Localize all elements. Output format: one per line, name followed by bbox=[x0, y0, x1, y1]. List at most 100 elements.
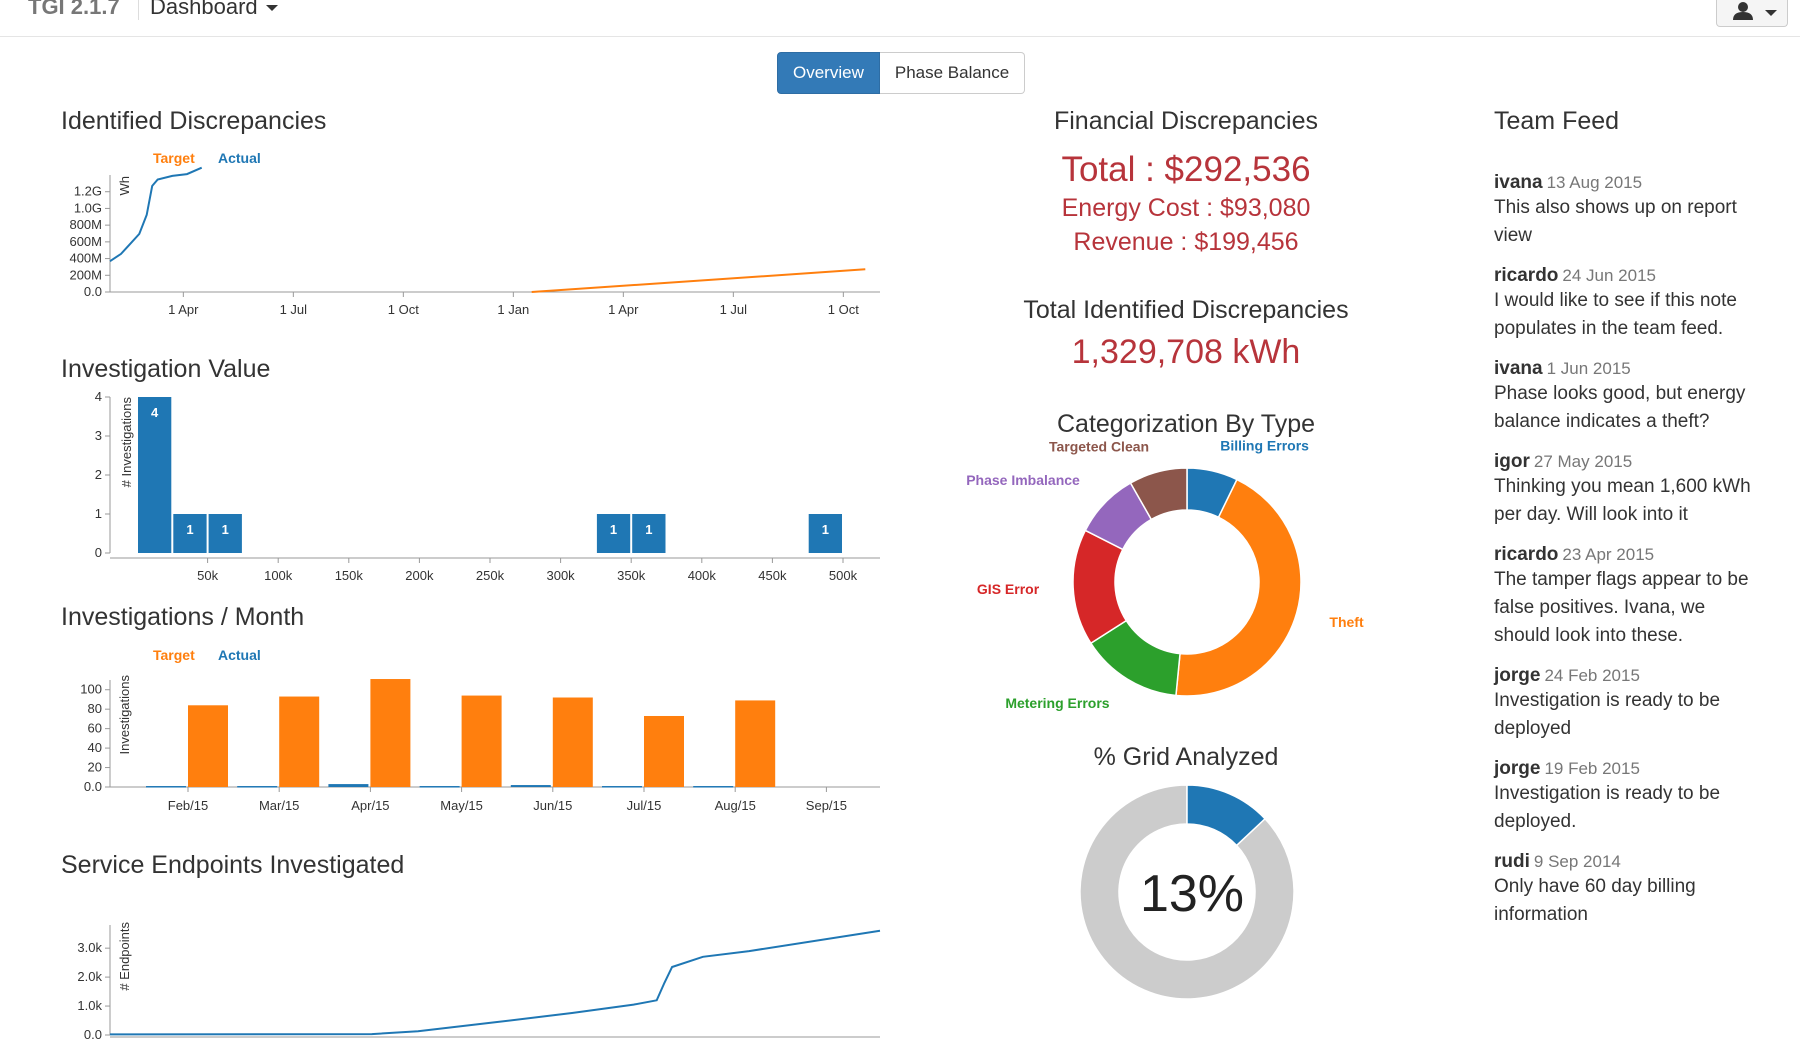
legend-item: Actual bbox=[218, 647, 261, 663]
y-tick-label: 1 bbox=[95, 506, 102, 521]
legend-item: Actual bbox=[218, 150, 261, 166]
feed-user-link[interactable]: rudi bbox=[1494, 851, 1530, 872]
y-tick-label: 200M bbox=[69, 267, 102, 282]
histogram-bar bbox=[808, 514, 842, 553]
actual-bar bbox=[419, 786, 460, 788]
feed-user-link[interactable]: ivana bbox=[1494, 172, 1543, 193]
feed-user-link[interactable]: ricardo bbox=[1494, 265, 1559, 286]
x-tick-label: 200k bbox=[405, 568, 434, 583]
bar-value-label: 1 bbox=[645, 522, 652, 537]
y-axis-label: # Investigations bbox=[119, 397, 134, 488]
investigations-per-month-chart: 0.0 20 40 60 80 100 Investigations Target Actual… bbox=[80, 647, 880, 813]
y-tick-label: 3.0k bbox=[77, 940, 102, 955]
donut-slice bbox=[1129, 467, 1188, 521]
series-line-actual bbox=[109, 166, 203, 263]
financial-total: Total : $292,536 bbox=[1061, 150, 1311, 189]
y-tick-label: 800M bbox=[69, 217, 102, 232]
x-tick-label: 1 Jul bbox=[280, 302, 308, 317]
app-brand[interactable]: TGI 2.1.7 bbox=[28, 0, 120, 19]
feed-item-header: jorge 19 Feb 2015 bbox=[1494, 758, 1764, 780]
financial-energy-cost: Energy Cost : $93,080 bbox=[1061, 194, 1311, 222]
caret-down-icon bbox=[265, 5, 278, 12]
donut-slice-label: Targeted Clean bbox=[1049, 438, 1149, 454]
service-endpoints-chart: 0.0 1.0k 2.0k 3.0k # Endpoints bbox=[77, 922, 881, 1042]
feed-message: Investigation is ready to be deployed. bbox=[1494, 783, 1721, 832]
x-tick-label: May/15 bbox=[440, 798, 483, 813]
feed-date: 13 Aug 2015 bbox=[1546, 173, 1643, 192]
financial-discrepancies-title: Financial Discrepancies bbox=[1053, 107, 1318, 135]
x-tick-label: 350k bbox=[617, 568, 646, 583]
feed-item: ivana 1 Jun 2015 Phase looks good, but ene… bbox=[1494, 358, 1764, 436]
feed-user-link[interactable]: jorge bbox=[1494, 758, 1541, 779]
total-identified-title: Total Identified Discrepancies bbox=[1023, 296, 1349, 324]
feed-item: jorge 19 Feb 2015 Investigation is ready t… bbox=[1494, 758, 1764, 836]
feed-item: jorge 24 Feb 2015 Investigation is ready t… bbox=[1494, 665, 1764, 743]
tab-overview[interactable]: Overview bbox=[777, 52, 880, 94]
x-tick-label: Jun/15 bbox=[533, 798, 572, 813]
y-tick-label: 0.0 bbox=[84, 284, 102, 299]
investigations-per-month-title: Investigations / Month bbox=[61, 603, 305, 631]
feed-message: Only have 60 day billing information bbox=[1494, 876, 1696, 925]
caret-down-icon bbox=[1765, 10, 1777, 16]
y-tick-label: 100 bbox=[80, 682, 102, 697]
grid-analyzed-title: % Grid Analyzed bbox=[1093, 743, 1279, 771]
donut-slice bbox=[1175, 478, 1302, 697]
investigation-value-title: Investigation Value bbox=[61, 355, 271, 383]
donut-analyzed-slice bbox=[1186, 784, 1267, 847]
service-endpoints-title: Service Endpoints Investigated bbox=[61, 851, 405, 879]
x-tick-label: 400k bbox=[688, 568, 717, 583]
donut-remaining-slice bbox=[1079, 784, 1295, 1000]
x-tick-label: 1 Oct bbox=[828, 302, 859, 317]
y-tick-label: 2 bbox=[95, 467, 102, 482]
feed-item-header: ricardo 24 Jun 2015 bbox=[1494, 265, 1764, 287]
categorization-title: Categorization By Type bbox=[1056, 410, 1316, 438]
x-tick-label: 1 Oct bbox=[388, 302, 419, 317]
feed-item: ricardo 23 Apr 2015 The tamper flags appea… bbox=[1494, 544, 1764, 650]
feed-item-header: rudi 9 Sep 2014 bbox=[1494, 851, 1764, 873]
x-tick-label: 150k bbox=[335, 568, 364, 583]
feed-message: Phase looks good, but energy balance ind… bbox=[1494, 383, 1746, 432]
y-tick-label: 1.0G bbox=[74, 200, 102, 215]
user-menu-button[interactable] bbox=[1716, 0, 1788, 27]
y-tick-label: 60 bbox=[88, 721, 102, 736]
tab-phase-balance[interactable]: Phase Balance bbox=[879, 52, 1026, 94]
y-tick-label: 0.0 bbox=[84, 1027, 102, 1042]
feed-date: 24 Feb 2015 bbox=[1544, 666, 1640, 685]
feed-item: rudi 9 Sep 2014 Only have 60 day billing i… bbox=[1494, 851, 1764, 929]
histogram-bar bbox=[173, 514, 207, 553]
feed-item-header: ivana 13 Aug 2015 bbox=[1494, 172, 1764, 194]
legend-item: Target bbox=[153, 150, 195, 166]
y-tick-label: 3 bbox=[95, 428, 102, 443]
feed-date: 24 Jun 2015 bbox=[1562, 266, 1657, 285]
donut-slice-label: Metering Errors bbox=[1005, 695, 1109, 711]
x-tick-label: Feb/15 bbox=[168, 798, 208, 813]
feed-user-link[interactable]: jorge bbox=[1494, 665, 1541, 686]
y-tick-label: 80 bbox=[88, 701, 102, 716]
feed-message: This also shows up on report view bbox=[1494, 197, 1737, 246]
feed-date: 19 Feb 2015 bbox=[1544, 759, 1640, 778]
feed-item-header: ivana 1 Jun 2015 bbox=[1494, 358, 1764, 380]
x-tick-label: 1 Apr bbox=[168, 302, 199, 317]
x-tick-label: 1 Apr bbox=[608, 302, 639, 317]
bar-value-label: 1 bbox=[822, 522, 829, 537]
target-bar bbox=[279, 696, 320, 787]
feed-user-link[interactable]: igor bbox=[1494, 451, 1530, 472]
identified-discrepancies-title: Identified Discrepancies bbox=[61, 107, 327, 135]
team-feed-title: Team Feed bbox=[1494, 107, 1620, 135]
feed-item-header: ricardo 23 Apr 2015 bbox=[1494, 544, 1764, 566]
y-tick-label: 0 bbox=[95, 545, 102, 560]
y-axis-label: Wh bbox=[117, 176, 132, 196]
feed-date: 9 Sep 2014 bbox=[1533, 852, 1621, 871]
feed-user-link[interactable]: ricardo bbox=[1494, 544, 1559, 565]
donut-slice-label: Theft bbox=[1329, 614, 1364, 630]
x-tick-label: 450k bbox=[758, 568, 787, 583]
feed-user-link[interactable]: ivana bbox=[1494, 358, 1543, 379]
financial-revenue: Revenue : $199,456 bbox=[1073, 228, 1299, 256]
dashboard-menu[interactable]: Dashboard bbox=[150, 0, 278, 20]
x-tick-label: Mar/15 bbox=[259, 798, 299, 813]
x-tick-label: Aug/15 bbox=[715, 798, 756, 813]
feed-message: I would like to see if this note populat… bbox=[1494, 290, 1737, 339]
feed-message: Investigation is ready to be deployed bbox=[1494, 690, 1721, 739]
feed-date: 1 Jun 2015 bbox=[1546, 359, 1631, 378]
